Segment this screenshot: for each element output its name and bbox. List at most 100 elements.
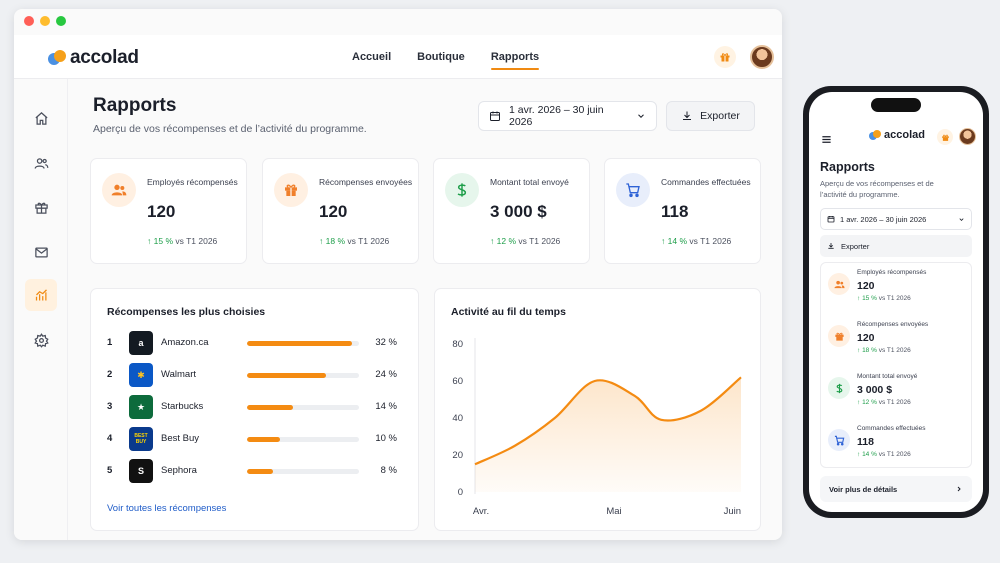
sephora-logo: S bbox=[129, 459, 153, 483]
reward-percent: 8 % bbox=[380, 465, 397, 476]
stat-delta-percent: 18 % bbox=[325, 236, 345, 246]
stat-delta-percent: 12 % bbox=[862, 399, 877, 406]
walmart-logo: ✱ bbox=[129, 363, 153, 387]
minimize-window-button[interactable] bbox=[40, 16, 50, 26]
sidebar-item-users[interactable] bbox=[28, 150, 54, 176]
phone-screen: accolad Rapports Aperçu de vos récompens… bbox=[809, 92, 983, 512]
reward-progress-fill bbox=[247, 373, 327, 378]
nav-link-accueil[interactable]: Accueil bbox=[352, 51, 392, 63]
reward-row[interactable]: 4 BEST BUY Best Buy 10 % bbox=[107, 427, 402, 451]
reward-row[interactable]: 5 S Sephora 8 % bbox=[107, 459, 402, 483]
mobile-gift-button[interactable] bbox=[937, 129, 953, 145]
see-all-rewards-link[interactable]: Voir toutes les récompenses bbox=[107, 503, 227, 514]
download-icon bbox=[828, 243, 834, 249]
y-tick-label: 60 bbox=[452, 376, 463, 387]
stat-label: Commandes effectuées bbox=[857, 425, 926, 432]
stat-value: 120 bbox=[857, 332, 875, 344]
users-icon bbox=[34, 157, 48, 169]
mobile-date-range-label: 1 avr. 2026 – 30 juin 2026 bbox=[840, 214, 927, 224]
reward-percent: 24 % bbox=[375, 369, 397, 380]
stat-delta: ↑ 15 % vs T1 2026 bbox=[857, 295, 911, 302]
mobile-more-details-button[interactable]: Voir plus de détails bbox=[820, 476, 972, 502]
stat-icon-wrap bbox=[102, 173, 136, 207]
stat-value: 3 000 $ bbox=[490, 202, 547, 221]
stat-value: 120 bbox=[319, 202, 348, 221]
sidebar-item-messages[interactable] bbox=[28, 239, 54, 265]
reward-row[interactable]: 2 ✱ Walmart 24 % bbox=[107, 363, 402, 387]
mobile-export-button[interactable]: Exporter bbox=[820, 235, 972, 257]
reward-row[interactable]: 3 ★ Starbucks 14 % bbox=[107, 395, 402, 419]
cart-icon bbox=[626, 183, 640, 198]
reward-name: Best Buy bbox=[161, 433, 200, 444]
chart-icon bbox=[35, 288, 47, 300]
stat-label: Montant total envoyé bbox=[857, 373, 918, 380]
date-range-picker[interactable]: 1 avr. 2026 – 30 juin 2026 bbox=[478, 101, 657, 131]
main-content: Rapports Aperçu de vos récompenses et de… bbox=[68, 79, 782, 540]
reward-progress-fill bbox=[247, 437, 280, 442]
stat-delta-suffix: vs T1 2026 bbox=[175, 236, 218, 246]
cart-icon bbox=[834, 435, 844, 445]
stat-delta-suffix: vs T1 2026 bbox=[878, 295, 911, 302]
menu-icon bbox=[822, 136, 831, 143]
mobile-page-title: Rapports bbox=[820, 160, 875, 174]
logo-mark-icon bbox=[48, 49, 66, 67]
stat-delta-suffix: vs T1 2026 bbox=[878, 399, 911, 406]
activity-chart-panel: Activité au fil du temps 0 20 40 60 80 Avr. Ma… bbox=[434, 288, 761, 531]
sidebar-item-home[interactable] bbox=[28, 105, 54, 131]
reward-name: Starbucks bbox=[161, 401, 204, 412]
stat-delta-suffix: vs T1 2026 bbox=[878, 347, 911, 354]
stat-label: Employés récompensés bbox=[857, 269, 927, 276]
top-rewards-title: Récompenses les plus choisies bbox=[107, 306, 266, 318]
sidebar-item-rewards[interactable] bbox=[28, 194, 54, 220]
sidebar-item-settings[interactable] bbox=[28, 327, 54, 353]
mobile-user-avatar[interactable] bbox=[959, 128, 976, 145]
close-window-button[interactable] bbox=[24, 16, 34, 26]
amazon-logo: a bbox=[129, 331, 153, 355]
nav-link-rapports[interactable]: Rapports bbox=[490, 35, 540, 79]
mobile-stat-rewards-sent: Récompenses envoyées 120 ↑ 18 % vs T1 20… bbox=[821, 315, 971, 367]
stat-value: 118 bbox=[661, 202, 689, 221]
user-avatar[interactable] bbox=[750, 45, 774, 69]
sidebar bbox=[14, 79, 68, 540]
export-button[interactable]: Exporter bbox=[666, 101, 755, 131]
top-navigation: accolad Accueil Boutique Rapports bbox=[14, 35, 782, 79]
nav-link-boutique[interactable]: Boutique bbox=[417, 51, 465, 63]
y-tick-label: 40 bbox=[452, 413, 463, 424]
mobile-menu-button[interactable] bbox=[821, 132, 832, 150]
mobile-date-range-picker[interactable]: 1 avr. 2026 – 30 juin 2026 bbox=[820, 208, 972, 230]
gift-button[interactable] bbox=[714, 46, 736, 68]
brand-name: accolad bbox=[70, 47, 139, 68]
reward-row[interactable]: 1 a Amazon.ca 32 % bbox=[107, 331, 402, 355]
reward-rank: 1 bbox=[107, 337, 113, 348]
dollar-icon bbox=[457, 183, 467, 197]
mobile-brand-logo[interactable]: accolad bbox=[869, 129, 925, 141]
gift-icon bbox=[285, 184, 297, 196]
stat-delta: ↑ 12 % vs T1 2026 bbox=[857, 399, 911, 406]
stat-delta-percent: 14 % bbox=[862, 451, 877, 458]
gear-icon bbox=[33, 332, 49, 348]
stat-delta-percent: 14 % bbox=[667, 236, 687, 246]
reward-progress-track bbox=[247, 405, 359, 410]
date-range-label: 1 avr. 2026 – 30 juin 2026 bbox=[509, 104, 604, 128]
phone-mockup: accolad Rapports Aperçu de vos récompens… bbox=[803, 86, 989, 518]
mobile-more-details-label: Voir plus de détails bbox=[829, 484, 898, 494]
brand-logo[interactable]: accolad bbox=[48, 47, 139, 69]
stat-label: Montant total envoyé bbox=[490, 177, 569, 187]
maximize-window-button[interactable] bbox=[56, 16, 66, 26]
gift-icon bbox=[834, 332, 844, 341]
reward-rank: 2 bbox=[107, 369, 113, 380]
mail-icon bbox=[34, 247, 48, 257]
chevron-right-icon bbox=[957, 486, 961, 492]
stat-label: Récompenses envoyées bbox=[857, 321, 929, 328]
reward-name: Walmart bbox=[161, 369, 197, 380]
stat-label: Récompenses envoyées bbox=[319, 177, 413, 187]
stat-card-employees: Employés récompensés 120 ↑ 15 % vs T1 20… bbox=[90, 158, 247, 264]
stat-icon-wrap bbox=[274, 173, 308, 207]
sidebar-item-reports[interactable] bbox=[25, 279, 57, 311]
x-tick-label: Juin bbox=[724, 506, 741, 517]
mobile-stat-orders: Commandes effectuées 118 ↑ 14 % vs T1 20… bbox=[821, 419, 971, 471]
nav-links: Accueil Boutique Rapports bbox=[352, 35, 540, 79]
stat-delta-suffix: vs T1 2026 bbox=[689, 236, 732, 246]
stat-label: Employés récompensés bbox=[147, 177, 238, 187]
reward-rank: 3 bbox=[107, 401, 113, 412]
